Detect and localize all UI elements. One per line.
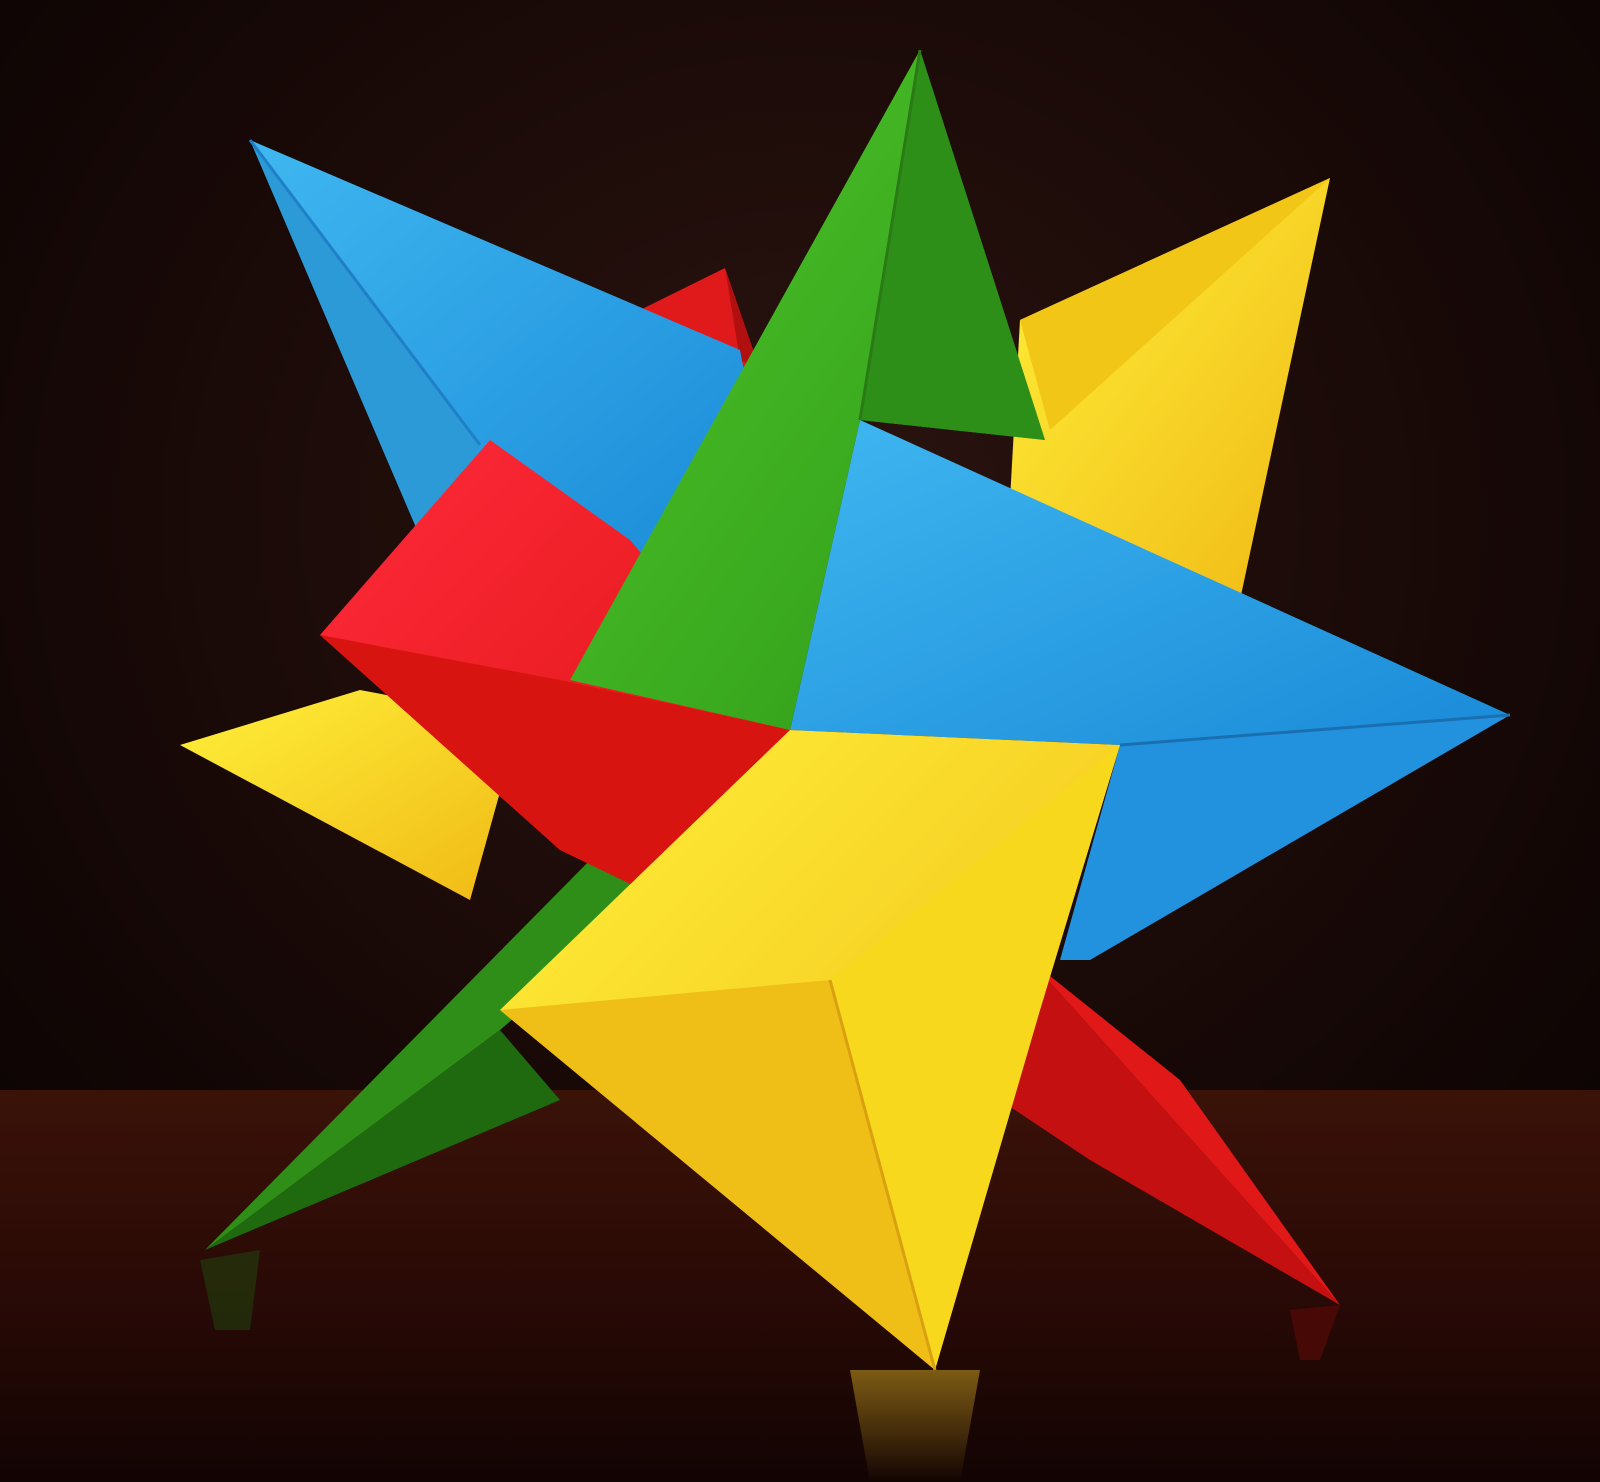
- red-spike-top-shade: [725, 268, 760, 370]
- crease-1: [828, 979, 937, 1371]
- green-spike-bottom-left: [205, 850, 650, 1250]
- blue-spike-right: [790, 420, 1510, 745]
- crease-3: [248, 139, 482, 446]
- yellow-reflection: [850, 1370, 980, 1482]
- red-spike-bottom-right: [1000, 960, 1340, 1305]
- green-spike-bottom-left-dark: [205, 1030, 560, 1250]
- yellow-spike-bottom-shade: [500, 980, 935, 1370]
- red-reflection: [1290, 1305, 1340, 1360]
- green-spike-top-shade: [860, 50, 1045, 440]
- yellow-spike-top-right: [1010, 178, 1330, 600]
- crease-2: [858, 49, 922, 421]
- green-reflection: [200, 1250, 260, 1330]
- yellow-spike-top-right-fold: [1020, 178, 1330, 430]
- red-spike-bottom-right-light: [1030, 960, 1340, 1305]
- crease-4: [1119, 713, 1511, 747]
- blue-spike-top-left: [250, 140, 780, 560]
- blue-spike-right-lower: [1060, 715, 1510, 960]
- yellow-spike-left: [180, 690, 520, 900]
- yellow-spike-bottom-right-face: [830, 745, 1120, 1370]
- blue-spike-top-left-shade: [250, 140, 480, 560]
